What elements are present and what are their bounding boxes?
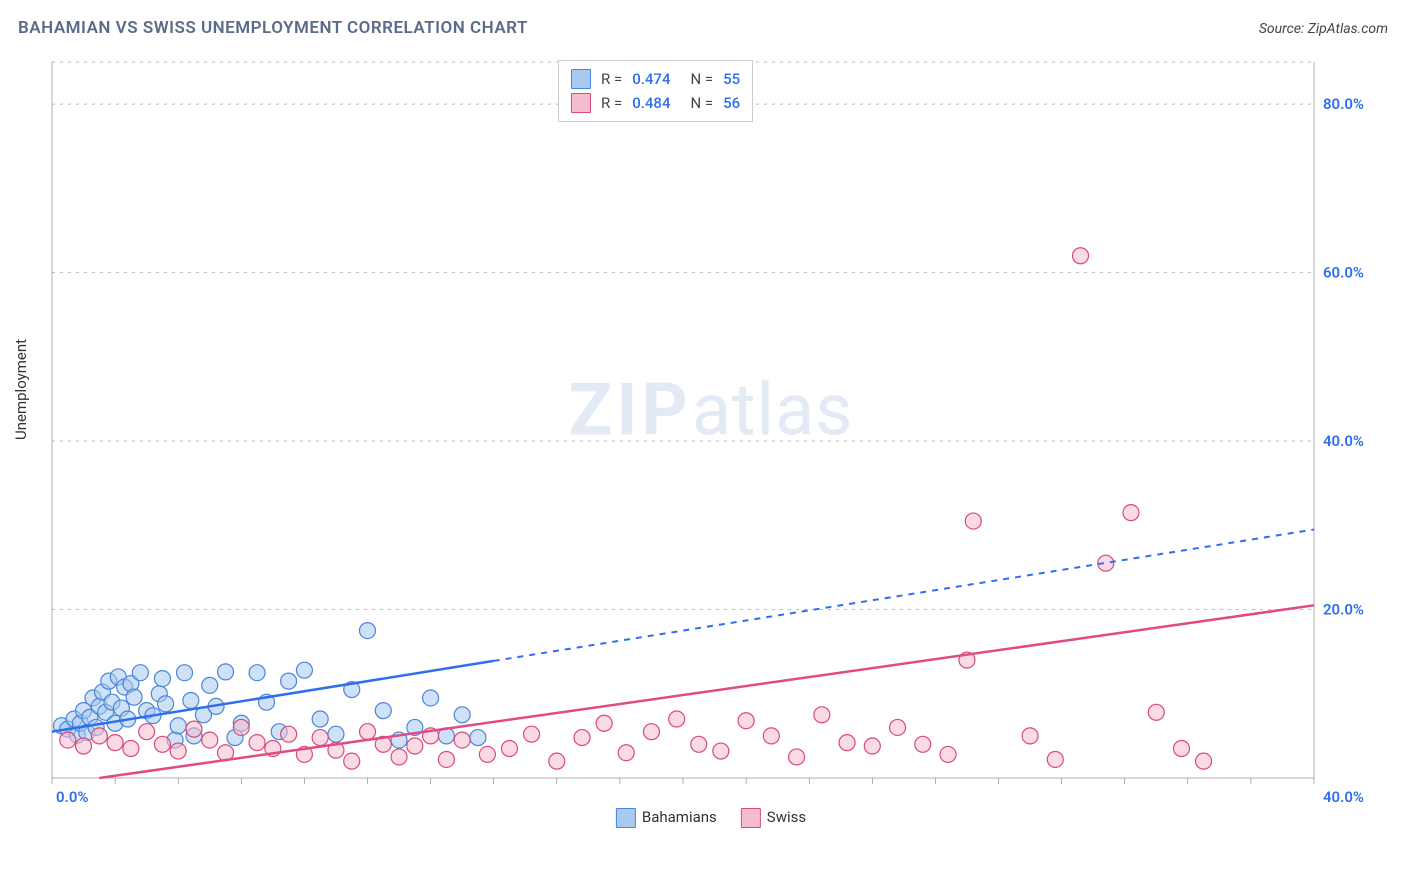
svg-text:20.0%: 20.0% — [1323, 601, 1364, 619]
scatter-plot: 20.0% 40.0% 60.0% 80.0% 0.0% 40.0% — [48, 56, 1374, 826]
stats-legend-row-1: R = 0.484 N = 56 — [571, 91, 740, 115]
source-label: Source: ZipAtlas.com — [1259, 21, 1388, 37]
chart-area: ZIPatlas 20.0%40.0%60.0%80.0%0.0%40.0% R… — [48, 56, 1374, 826]
series-legend-item-swiss: Swiss — [741, 808, 806, 828]
legend-swatch-icon — [741, 808, 761, 828]
svg-text:60.0%: 60.0% — [1323, 264, 1364, 282]
legend-swatch-icon — [616, 808, 636, 828]
stats-legend: R = 0.474 N = 55 R = 0.484 N = 56 — [558, 60, 753, 122]
svg-text:40.0%: 40.0% — [1323, 788, 1364, 806]
legend-swatch-swiss — [571, 93, 591, 113]
svg-text:80.0%: 80.0% — [1323, 95, 1364, 113]
svg-text:0.0%: 0.0% — [56, 788, 88, 806]
series-legend-item-bahamians: Bahamians — [616, 808, 717, 828]
y-axis-label: Unemployment — [12, 339, 30, 440]
chart-title: BAHAMIAN VS SWISS UNEMPLOYMENT CORRELATI… — [18, 18, 528, 38]
stats-legend-row-0: R = 0.474 N = 55 — [571, 67, 740, 91]
series-legend: Bahamians Swiss — [616, 808, 806, 828]
legend-swatch-bahamians — [571, 69, 591, 89]
svg-text:40.0%: 40.0% — [1323, 432, 1364, 450]
